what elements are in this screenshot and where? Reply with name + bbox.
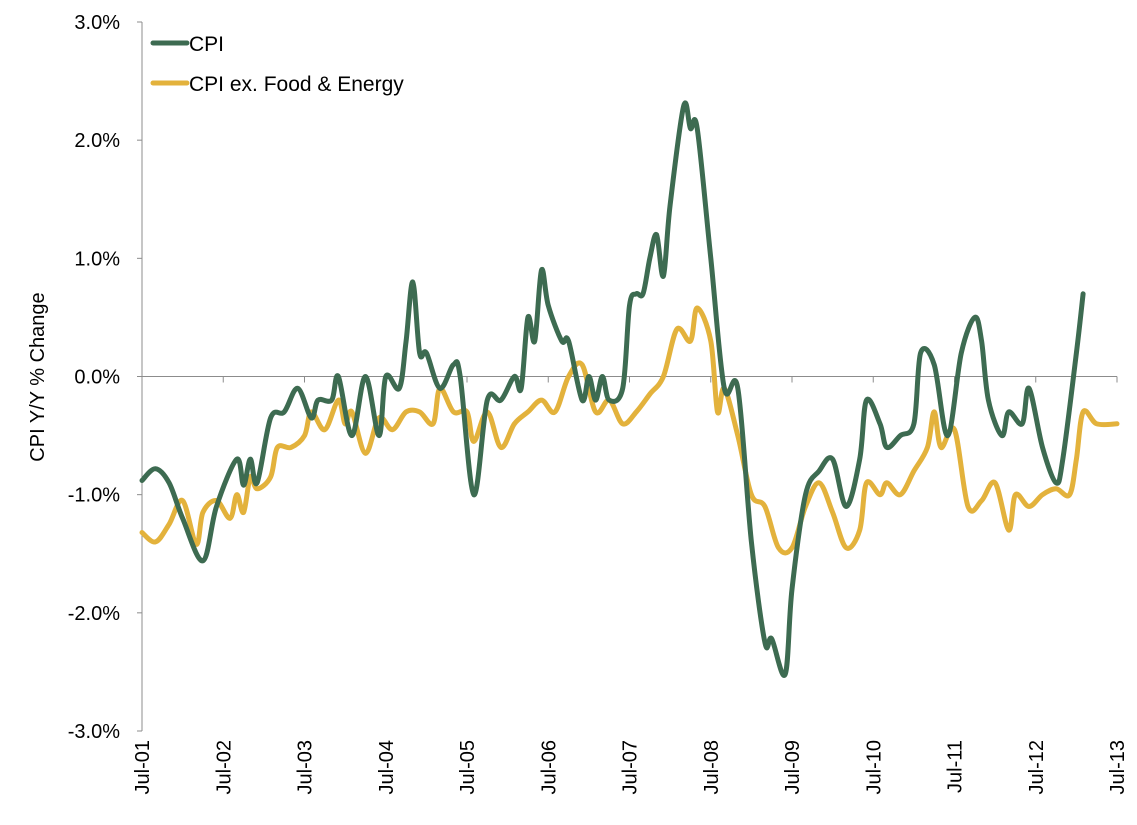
y-tick-label: 2.0%: [74, 130, 120, 152]
series-layer: [139, 100, 1120, 678]
y-axis-title: CPI Y/Y % Change: [27, 292, 49, 461]
x-tick-label: Jul-11: [945, 740, 967, 793]
series-line-1: [139, 305, 1120, 556]
x-tick-label: Jul-08: [701, 740, 723, 794]
y-tick-label: 0.0%: [74, 367, 120, 389]
x-tick-label: Jul-04: [376, 740, 398, 794]
x-tick-label: Jul-01: [132, 740, 154, 794]
x-tick-label: Jul-07: [620, 740, 642, 794]
y-tick-label: -3.0%: [68, 721, 120, 743]
x-tick-label: Jul-13: [1107, 740, 1129, 794]
x-tick-label: Jul-10: [863, 740, 885, 794]
x-tick-label: Jul-09: [782, 740, 804, 794]
y-tick-label: 1.0%: [74, 248, 120, 270]
x-tick-label: Jul-02: [213, 740, 235, 794]
x-tick-label: Jul-12: [1026, 740, 1048, 794]
y-tick-label: -2.0%: [68, 603, 120, 625]
y-tick-label: 3.0%: [74, 12, 120, 34]
y-tick-label: -1.0%: [68, 485, 120, 507]
x-tick-label: Jul-03: [295, 740, 317, 794]
legend-label-1: CPI ex. Food & Energy: [189, 73, 404, 96]
legend: CPI CPI ex. Food & Energy: [150, 33, 404, 96]
x-tick-label: Jul-06: [538, 740, 560, 794]
series-line-0: [139, 100, 1086, 678]
x-axis: Jul-01 Jul-02 Jul-03 Jul-04 Jul-05 Jul-06 Jul-…: [132, 376, 1129, 794]
x-tick-label: Jul-05: [457, 740, 479, 794]
y-axis: -3.0% -2.0% -1.0% 0.0% 1.0% 2.0% 3.0%: [68, 12, 143, 743]
legend-label-0: CPI: [189, 33, 224, 56]
